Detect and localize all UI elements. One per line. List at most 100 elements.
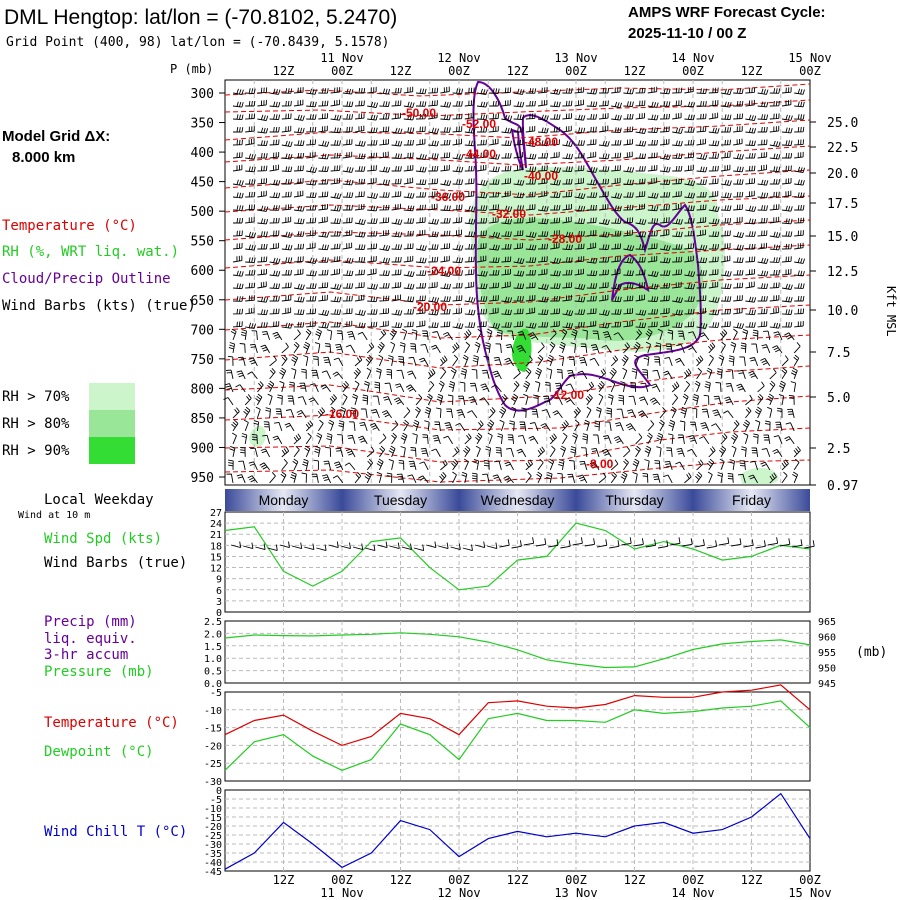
- date-label-top: 13 Nov: [554, 51, 597, 65]
- y2-tick-label: 960: [818, 633, 836, 644]
- cross-section-panel: -50.00 -52.00 -48.00 -44.00 -40.00 -36.00 -32.…: [170, 62, 898, 494]
- wind-speed-line: [224, 522, 811, 591]
- model-grid-label: Model Grid ΔX:: [2, 128, 110, 145]
- rh80-swatch: [89, 410, 135, 437]
- isotherm-label: -16.00: [325, 407, 359, 421]
- kft-tick-label: 25.0: [827, 116, 858, 131]
- y-tick-label: 0: [216, 786, 222, 797]
- precip-pressure-panel: Precip (mm) liq. equiv. 3-hr accum Press…: [44, 614, 887, 690]
- y-tick-label: 2.0: [204, 629, 222, 640]
- page-title: DML Hengtop: lat/lon = (-70.8102, 5.2470…: [4, 6, 397, 29]
- day-cell: [342, 489, 459, 511]
- day-label: Thursday: [605, 492, 663, 508]
- y-tick-label: 2.5: [204, 617, 222, 628]
- wind-barbs-cross-section: [223, 86, 806, 484]
- time-label-bottom: 00Z: [682, 873, 704, 887]
- y-tick-label: -20: [204, 822, 222, 833]
- y-tick-label: -25: [204, 831, 222, 842]
- isotherm-line: [224, 219, 811, 241]
- date-label-bottom: 13 Nov: [554, 886, 597, 900]
- legend-wind: Wind Barbs (kts) (true): [2, 298, 196, 314]
- pressure-tick-label: 800: [191, 382, 214, 397]
- pressure-tick-label: 650: [191, 294, 214, 309]
- y-tick-label: -15: [204, 724, 222, 735]
- pressure-tick-label: 550: [191, 235, 214, 250]
- kft-tick-label: 7.5: [827, 346, 850, 361]
- time-label-bottom: 12Z: [390, 873, 412, 887]
- isotherm-line: [224, 334, 811, 369]
- legend-temperature: Temperature (°C): [2, 218, 137, 234]
- rh80-region: [477, 218, 704, 341]
- y-tick-label: 0: [216, 608, 222, 619]
- date-label-bottom: 14 Nov: [671, 886, 714, 900]
- isotherm-line: [224, 145, 811, 166]
- time-label-top: 00Z: [682, 64, 704, 78]
- y-tick-label: 0.0: [204, 679, 222, 690]
- legend-rh: RH (%, WRT liq. wat.): [2, 244, 179, 260]
- time-label-top: 00Z: [331, 64, 353, 78]
- isotherm-label: -48.00: [524, 135, 558, 149]
- time-axes: 12Z 12Z 00Z 00Z 12Z 12Z 00Z 00Z 12Z 12Z 00Z 00Z 12Z 1…: [273, 51, 832, 900]
- isotherm-label: -24.00: [427, 264, 461, 278]
- day-cell: [225, 489, 342, 511]
- y-tick-label: 6: [216, 586, 222, 597]
- isotherm-label: -28.00: [548, 232, 582, 246]
- y-tick-label: -25: [204, 759, 222, 770]
- day-label: Friday: [732, 492, 771, 508]
- y-tick-label: -40: [204, 858, 222, 869]
- y-tick-label: -45: [204, 867, 222, 878]
- y-tick-label: -20: [204, 741, 222, 752]
- kft-tick-label: 5.0: [827, 391, 850, 406]
- isotherm-label: -32.00: [492, 207, 526, 221]
- kft-tick-label: 10.0: [827, 304, 858, 319]
- rh70-label: RH > 70%: [2, 389, 70, 405]
- time-label-top: 12Z: [390, 64, 412, 78]
- time-label-bottom: 12Z: [624, 873, 646, 887]
- time-label-top: 12Z: [741, 64, 763, 78]
- wind-speed-legend: Wind Spd (kts): [44, 531, 162, 547]
- y-tick-label: -10: [204, 804, 222, 815]
- time-label-top: 12Z: [507, 64, 529, 78]
- accum-legend: 3-hr accum: [44, 647, 128, 663]
- isotherm-label: -44.00: [462, 147, 496, 161]
- time-label-top: 00Z: [565, 64, 587, 78]
- time-label-bottom: 12Z: [741, 873, 763, 887]
- time-label-bottom: 12Z: [507, 873, 529, 887]
- isotherm-label: -40.00: [524, 169, 558, 183]
- pressure-legend: Pressure (mb): [44, 664, 154, 680]
- day-label: Wednesday: [481, 492, 555, 508]
- date-label-bottom: 11 Nov: [320, 886, 363, 900]
- y-tick-label: -35: [204, 849, 222, 860]
- pressure-tick-label: 850: [191, 412, 214, 427]
- y2-tick-label: 955: [818, 648, 836, 659]
- y-tick-label: -15: [204, 813, 222, 824]
- isotherm-label: -8.00: [586, 457, 614, 471]
- wind-speed-panel: Wind Spd (kts) Wind Barbs (true) 0369121…: [44, 508, 815, 619]
- day-cell: [459, 489, 576, 511]
- y-tick-label: -30: [204, 840, 222, 851]
- pressure-line: [224, 632, 811, 669]
- time-label-top: 12Z: [624, 64, 646, 78]
- wind-chill-line: [224, 792, 811, 870]
- date-label-top: 14 Nov: [671, 51, 714, 65]
- temperature-legend: Temperature (°C): [44, 715, 179, 731]
- y-tick-label: -10: [204, 706, 222, 717]
- time-label-top: 00Z: [799, 64, 821, 78]
- pressure-tick-label: 900: [191, 441, 214, 456]
- pressure-tick-label: 700: [191, 323, 214, 338]
- y-tick-label: -5: [210, 795, 222, 806]
- y2-tick-label: 965: [818, 617, 836, 628]
- y-tick-label: 27: [210, 508, 222, 519]
- y-tick-label: 1.0: [204, 654, 222, 665]
- pressure-tick-label: 600: [191, 264, 214, 279]
- time-label-bottom: 00Z: [448, 873, 470, 887]
- isotherm-label: -20.00: [413, 300, 447, 314]
- y-tick-label: 24: [210, 519, 222, 530]
- rh70-small-region: [249, 425, 266, 448]
- isotherm-label: -50.00: [402, 106, 436, 120]
- isotherm-line: [224, 244, 811, 269]
- local-weekday-label: Local Weekday: [44, 492, 154, 508]
- y2-tick-label: 950: [818, 664, 836, 675]
- isotherm-line: [224, 195, 811, 216]
